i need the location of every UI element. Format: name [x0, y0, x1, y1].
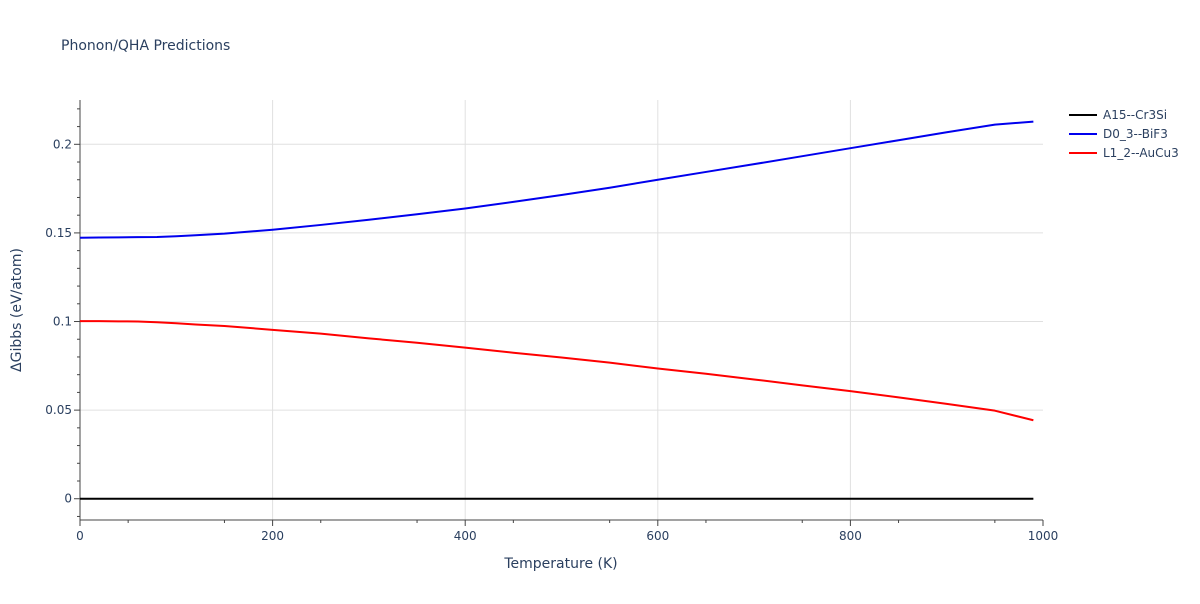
y-tick-label: 0 — [64, 492, 72, 506]
x-tick-label: 600 — [646, 529, 669, 543]
legend-item[interactable]: L1_2--AuCu3 — [1069, 146, 1179, 160]
legend-label: D0_3--BiF3 — [1103, 127, 1168, 141]
legend-label: A15--Cr3Si — [1103, 108, 1167, 122]
chart-title: Phonon/QHA Predictions — [61, 38, 230, 54]
series-line-2 — [80, 320, 1034, 422]
x-tick-label: 0 — [76, 529, 84, 543]
x-axis-title: Temperature (K) — [503, 556, 617, 572]
y-tick-label: 0.1 — [53, 315, 72, 329]
x-tick-label: 400 — [454, 529, 477, 543]
series-line-1 — [79, 120, 1034, 239]
y-tick-label: 0.2 — [53, 137, 72, 151]
y-tick-label: 0.05 — [45, 403, 72, 417]
legend-item[interactable]: A15--Cr3Si — [1069, 108, 1167, 122]
series-layer — [79, 120, 1034, 500]
y-axis-title: ΔGibbs (eV/atom) — [9, 248, 25, 372]
legend[interactable]: A15--Cr3Si D0_3--BiF3 L1_2--AuCu3 — [1069, 108, 1179, 160]
x-tick-label: 1000 — [1028, 529, 1059, 543]
legend-label: L1_2--AuCu3 — [1103, 146, 1179, 160]
axis-layer: 0 200 400 600 800 1000 0 0.05 0.1 0.15 0.2 — [45, 100, 1058, 543]
legend-item[interactable]: D0_3--BiF3 — [1069, 127, 1168, 141]
x-tick-label: 200 — [261, 529, 284, 543]
y-tick-label: 0.15 — [45, 226, 72, 240]
x-tick-label: 800 — [839, 529, 862, 543]
